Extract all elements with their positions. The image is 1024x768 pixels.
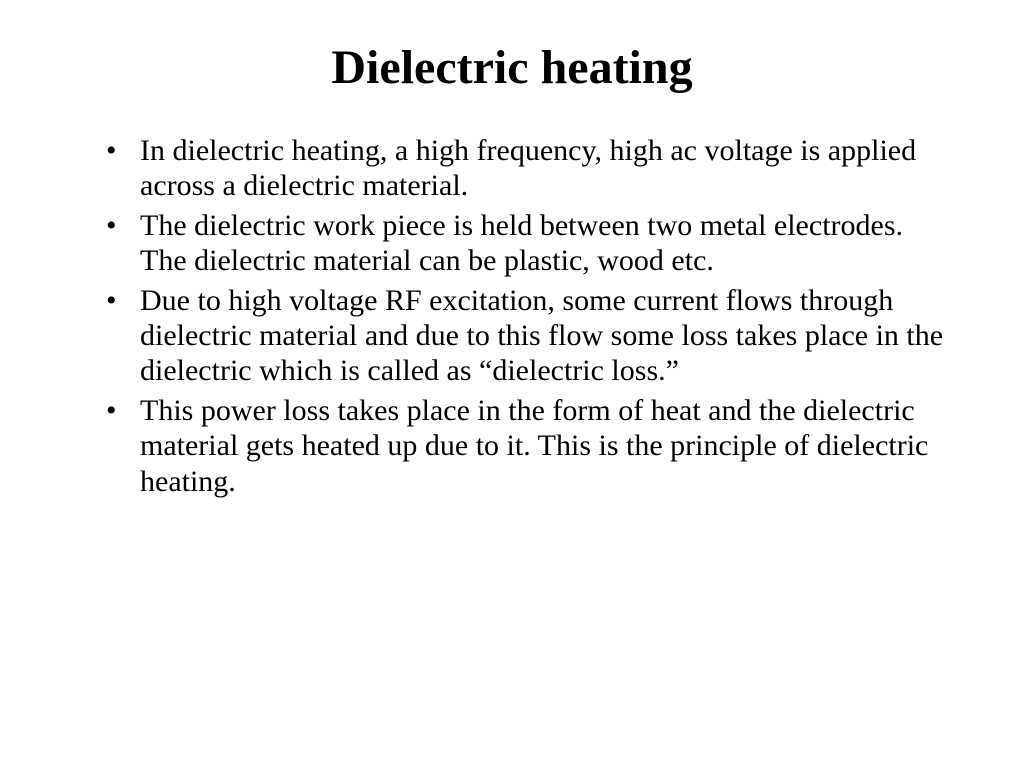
slide: Dielectric heating In dielectric heating… [0, 0, 1024, 768]
list-item: The dielectric work piece is held betwee… [140, 208, 964, 279]
list-item: Due to high voltage RF excitation, some … [140, 283, 964, 389]
bullet-list: In dielectric heating, a high frequency,… [60, 133, 964, 499]
list-item: In dielectric heating, a high frequency,… [140, 133, 964, 204]
slide-title: Dielectric heating [60, 40, 964, 95]
list-item: This power loss takes place in the form … [140, 393, 964, 499]
